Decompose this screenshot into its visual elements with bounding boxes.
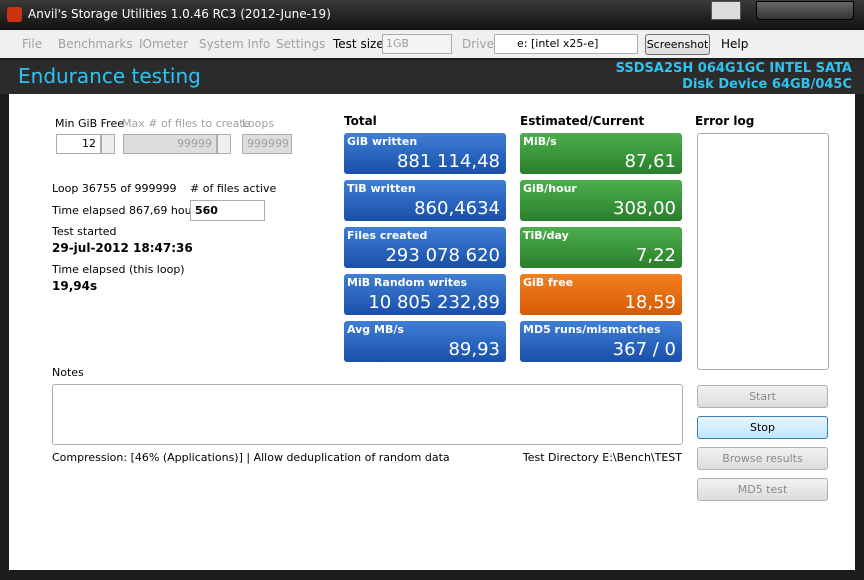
action-button[interactable]: Browse results xyxy=(697,447,828,470)
drive-label: Drive xyxy=(462,37,494,51)
help-menu[interactable]: Help xyxy=(721,37,749,51)
stat-tile: MiB/s 87,61 xyxy=(520,133,682,174)
tile-label: MD5 runs/mismatches xyxy=(523,323,661,336)
tile-value: 10 805 232,89 xyxy=(368,292,500,313)
tile-value: 881 114,48 xyxy=(396,151,500,172)
window-title: Anvil's Storage Utilities 1.0.46 RC3 (20… xyxy=(28,7,331,21)
stat-tile: TiB/day 7,22 xyxy=(520,227,682,268)
tile-label: TiB/day xyxy=(523,229,569,242)
spinner[interactable] xyxy=(101,134,115,154)
stat-tile: GiB free 18,59 xyxy=(520,274,682,315)
min-free-label: Min GiB Free xyxy=(55,117,124,130)
loops-input: 999999 xyxy=(242,134,292,154)
test-started-label: Test started xyxy=(52,225,117,238)
tile-value: 293 078 620 xyxy=(385,245,500,266)
header-band xyxy=(0,60,864,94)
tile-value: 367 / 0 xyxy=(612,339,676,360)
menu-item[interactable]: IOmeter xyxy=(139,37,189,51)
estimated-heading: Estimated/Current xyxy=(520,114,645,128)
tile-label: GiB free xyxy=(523,276,574,289)
drive-combo[interactable]: e: [intel x25-e] xyxy=(494,34,638,54)
loop-elapsed: 19,94s xyxy=(52,279,98,293)
stat-tile: GiB/hour 308,00 xyxy=(520,180,682,221)
stat-tile: TiB written 860,4634 xyxy=(344,180,506,221)
tile-label: MiB Random writes xyxy=(347,276,468,289)
menu-item[interactable]: Benchmarks xyxy=(58,37,133,51)
menu-item[interactable]: System Info xyxy=(199,37,271,51)
error-log-box xyxy=(697,133,829,370)
files-active-input[interactable]: 560 xyxy=(190,200,265,221)
stat-tile: Files created 293 078 620 xyxy=(344,227,506,268)
window-controls[interactable] xyxy=(756,1,854,20)
screenshot-button[interactable]: Screenshot xyxy=(645,34,710,55)
notes-box[interactable] xyxy=(52,384,683,445)
spinner xyxy=(217,134,231,154)
notes-label: Notes xyxy=(52,366,84,379)
tile-value: 18,59 xyxy=(624,292,676,313)
error-log-heading: Error log xyxy=(695,114,755,128)
menu-item[interactable]: File xyxy=(22,37,43,51)
tile-value: 89,93 xyxy=(448,339,500,360)
menu-item[interactable]: Settings xyxy=(276,37,326,51)
app-icon xyxy=(7,7,22,22)
device-line1: SSDSA2SH 064G1GC INTEL SATA xyxy=(615,61,852,76)
max-files-label: Max # of files to create xyxy=(122,117,251,130)
tile-value: 860,4634 xyxy=(414,198,500,219)
loop-count: Loop 36755 of 999999 xyxy=(52,182,177,195)
loops-label: Loops xyxy=(242,117,275,130)
tile-value: 308,00 xyxy=(613,198,676,219)
action-button[interactable]: Stop xyxy=(697,416,828,439)
header-title: Endurance testing xyxy=(18,64,201,88)
test-size-combo: 1GB xyxy=(382,34,452,54)
files-active-label: # of files active xyxy=(190,182,277,195)
time-elapsed: Time elapsed 867,69 hours xyxy=(52,204,202,217)
tile-value: 7,22 xyxy=(635,245,676,266)
window-frame xyxy=(0,570,864,580)
action-button[interactable]: MD5 test xyxy=(697,478,828,501)
test-directory: Test Directory E:\Bench\TEST xyxy=(522,451,682,464)
tile-label: MiB/s xyxy=(523,135,557,148)
stat-tile: MD5 runs/mismatches 367 / 0 xyxy=(520,321,682,362)
tile-label: GiB written xyxy=(347,135,418,148)
test-started: 29-jul-2012 18:47:36 xyxy=(52,241,193,255)
compression-info: Compression: [46% (Applications)] | Allo… xyxy=(52,451,450,464)
min-free-input[interactable]: 12 xyxy=(56,134,101,154)
tile-label: Avg MB/s xyxy=(347,323,404,336)
stat-tile: Avg MB/s 89,93 xyxy=(344,321,506,362)
max-files-input: 99999 xyxy=(123,134,217,154)
loop-elapsed-label: Time elapsed (this loop) xyxy=(52,263,185,276)
total-heading: Total xyxy=(344,114,377,128)
action-button[interactable]: Start xyxy=(697,385,828,408)
device-line2: Disk Device 64GB/045C xyxy=(682,77,852,92)
tile-label: TiB written xyxy=(347,182,416,195)
test-size-label: Test size xyxy=(333,37,384,51)
tile-label: GiB/hour xyxy=(523,182,577,195)
tile-label: Files created xyxy=(347,229,428,242)
back-button[interactable] xyxy=(711,1,741,20)
stat-tile: GiB written 881 114,48 xyxy=(344,133,506,174)
stat-tile: MiB Random writes 10 805 232,89 xyxy=(344,274,506,315)
tile-value: 87,61 xyxy=(624,151,676,172)
